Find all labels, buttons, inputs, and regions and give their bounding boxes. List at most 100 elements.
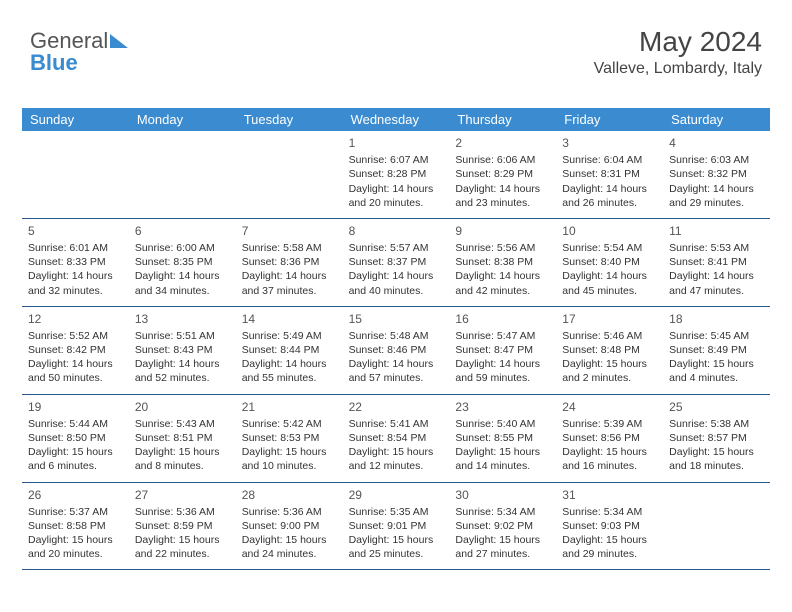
sunrise-text: Sunrise: 5:36 AM xyxy=(242,505,337,519)
day-number: 19 xyxy=(28,399,123,415)
day-cell: 8Sunrise: 5:57 AMSunset: 8:37 PMDaylight… xyxy=(343,219,450,306)
day-number: 1 xyxy=(349,135,444,151)
sunrise-text: Sunrise: 5:36 AM xyxy=(135,505,230,519)
day-cell: 31Sunrise: 5:34 AMSunset: 9:03 PMDayligh… xyxy=(556,483,663,570)
daylight-text: Daylight: 14 hours and 52 minutes. xyxy=(135,357,230,385)
daylight-text: Daylight: 15 hours and 2 minutes. xyxy=(562,357,657,385)
sunrise-text: Sunrise: 6:00 AM xyxy=(135,241,230,255)
sunset-text: Sunset: 8:40 PM xyxy=(562,255,657,269)
day-number: 23 xyxy=(455,399,550,415)
header-right: May 2024 Valleve, Lombardy, Italy xyxy=(594,26,762,78)
day-header-monday: Monday xyxy=(129,108,236,131)
sunset-text: Sunset: 8:57 PM xyxy=(669,431,764,445)
day-number: 26 xyxy=(28,487,123,503)
daylight-text: Daylight: 15 hours and 12 minutes. xyxy=(349,445,444,473)
sunrise-text: Sunrise: 5:34 AM xyxy=(562,505,657,519)
sunrise-text: Sunrise: 5:54 AM xyxy=(562,241,657,255)
daylight-text: Daylight: 14 hours and 37 minutes. xyxy=(242,269,337,297)
daylight-text: Daylight: 14 hours and 45 minutes. xyxy=(562,269,657,297)
empty-cell xyxy=(236,131,343,218)
day-number: 25 xyxy=(669,399,764,415)
day-cell: 2Sunrise: 6:06 AMSunset: 8:29 PMDaylight… xyxy=(449,131,556,218)
day-cell: 30Sunrise: 5:34 AMSunset: 9:02 PMDayligh… xyxy=(449,483,556,570)
daylight-text: Daylight: 15 hours and 6 minutes. xyxy=(28,445,123,473)
sunset-text: Sunset: 8:32 PM xyxy=(669,167,764,181)
sunset-text: Sunset: 9:03 PM xyxy=(562,519,657,533)
day-cell: 3Sunrise: 6:04 AMSunset: 8:31 PMDaylight… xyxy=(556,131,663,218)
day-number: 8 xyxy=(349,223,444,239)
sunrise-text: Sunrise: 5:43 AM xyxy=(135,417,230,431)
day-cell: 4Sunrise: 6:03 AMSunset: 8:32 PMDaylight… xyxy=(663,131,770,218)
sunset-text: Sunset: 8:54 PM xyxy=(349,431,444,445)
sunrise-text: Sunrise: 6:07 AM xyxy=(349,153,444,167)
week-row: 19Sunrise: 5:44 AMSunset: 8:50 PMDayligh… xyxy=(22,395,770,483)
week-row: 12 Sunrise: 5:52 AMSunset: 8:42 PM Dayligh… xyxy=(22,307,770,395)
day-header-saturday: Saturday xyxy=(663,108,770,131)
sunrise-text: Sunrise: 6:03 AM xyxy=(669,153,764,167)
sunset-text: Sunset: 8:38 PM xyxy=(455,255,550,269)
day-cell: 21Sunrise: 5:42 AMSunset: 8:53 PMDayligh… xyxy=(236,395,343,482)
location-text: Valleve, Lombardy, Italy xyxy=(594,60,762,78)
day-number: 12 xyxy=(28,311,123,327)
daylight-text: Daylight: 15 hours and 10 minutes. xyxy=(242,445,337,473)
sunrise-text: Sunrise: 5:38 AM xyxy=(669,417,764,431)
daylight-text: Daylight: 14 hours and 42 minutes. xyxy=(455,269,550,297)
daylight-text: Daylight: 14 hours and 57 minutes. xyxy=(349,357,444,385)
daylight-text: Daylight: 14 hours and 55 minutes. xyxy=(242,357,337,385)
daylight-text: Daylight: 14 hours and 32 minutes. xyxy=(28,269,123,297)
daylight-text: Daylight: 14 hours and 23 minutes. xyxy=(455,182,550,210)
sunrise-text: Sunrise: 5:57 AM xyxy=(349,241,444,255)
sunset-text: Sunset: 9:02 PM xyxy=(455,519,550,533)
day-cell: 20Sunrise: 5:43 AMSunset: 8:51 PMDayligh… xyxy=(129,395,236,482)
day-number: 14 xyxy=(242,311,337,327)
sunrise-text: Sunrise: 5:35 AM xyxy=(349,505,444,519)
day-number: 20 xyxy=(135,399,230,415)
day-cell: 6Sunrise: 6:00 AMSunset: 8:35 PMDaylight… xyxy=(129,219,236,306)
day-cell: 7Sunrise: 5:58 AMSunset: 8:36 PMDaylight… xyxy=(236,219,343,306)
sunrise-text: Sunrise: 6:04 AM xyxy=(562,153,657,167)
sunset-text: Sunset: 8:56 PM xyxy=(562,431,657,445)
day-cell: 26Sunrise: 5:37 AMSunset: 8:58 PMDayligh… xyxy=(22,483,129,570)
daylight-text: Daylight: 14 hours and 40 minutes. xyxy=(349,269,444,297)
day-number: 22 xyxy=(349,399,444,415)
calendar: SundayMondayTuesdayWednesdayThursdayFrid… xyxy=(22,108,770,570)
sunset-text: Sunset: 8:28 PM xyxy=(349,167,444,181)
sunset-text: Sunset: 8:51 PM xyxy=(135,431,230,445)
sunrise-text: Sunrise: 6:06 AM xyxy=(455,153,550,167)
day-number: 10 xyxy=(562,223,657,239)
daylight-text: Daylight: 14 hours and 20 minutes. xyxy=(349,182,444,210)
sunset-text: Sunset: 8:41 PM xyxy=(669,255,764,269)
sunrise-text: Sunrise: 5:58 AM xyxy=(242,241,337,255)
day-header-friday: Friday xyxy=(556,108,663,131)
daylight-text: Daylight: 14 hours and 47 minutes. xyxy=(669,269,764,297)
day-number: 5 xyxy=(28,223,123,239)
sunset-text: Sunset: 8:31 PM xyxy=(562,167,657,181)
week-row: 5Sunrise: 6:01 AMSunset: 8:33 PMDaylight… xyxy=(22,219,770,307)
day-header-tuesday: Tuesday xyxy=(236,108,343,131)
daylight-text: Daylight: 14 hours and 29 minutes. xyxy=(669,182,764,210)
empty-cell xyxy=(129,131,236,218)
week-row: 1Sunrise: 6:07 AMSunset: 8:28 PMDaylight… xyxy=(22,131,770,219)
logo-triangle-icon xyxy=(110,34,128,48)
sunset-text: Sunset: 8:49 PM xyxy=(669,343,764,357)
sunrise-text: Sunrise: 5:53 AM xyxy=(669,241,764,255)
sunset-text: Sunset: 8:43 PM xyxy=(135,343,230,357)
sunset-text: Sunset: 8:44 PM xyxy=(242,343,337,357)
day-cell: 19Sunrise: 5:44 AMSunset: 8:50 PMDayligh… xyxy=(22,395,129,482)
sunset-text: Sunset: 8:42 PM xyxy=(28,343,123,357)
day-header-wednesday: Wednesday xyxy=(343,108,450,131)
sunrise-text: Sunrise: 5:42 AM xyxy=(242,417,337,431)
daylight-text: Daylight: 14 hours and 26 minutes. xyxy=(562,182,657,210)
day-cell: 9Sunrise: 5:56 AMSunset: 8:38 PMDaylight… xyxy=(449,219,556,306)
sunset-text: Sunset: 8:47 PM xyxy=(455,343,550,357)
day-cell: 17Sunrise: 5:46 AMSunset: 8:48 PMDayligh… xyxy=(556,307,663,394)
day-number: 31 xyxy=(562,487,657,503)
daylight-text: Daylight: 14 hours and 59 minutes. xyxy=(455,357,550,385)
daylight-text: Daylight: 15 hours and 22 minutes. xyxy=(135,533,230,561)
day-cell: 13Sunrise: 5:51 AMSunset: 8:43 PMDayligh… xyxy=(129,307,236,394)
day-number: 21 xyxy=(242,399,337,415)
day-number: 17 xyxy=(562,311,657,327)
day-cell: 28Sunrise: 5:36 AMSunset: 9:00 PMDayligh… xyxy=(236,483,343,570)
sunrise-text: Sunrise: 5:52 AM xyxy=(28,329,123,343)
day-cell: 12Sunrise: 5:52 AMSunset: 8:42 PMDayligh… xyxy=(22,307,129,394)
